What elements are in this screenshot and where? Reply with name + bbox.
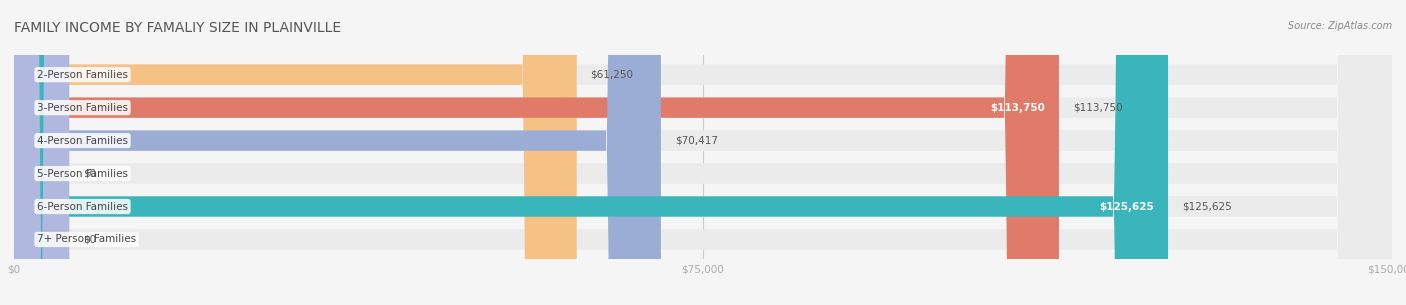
- Text: $113,750: $113,750: [1073, 103, 1122, 113]
- Text: Source: ZipAtlas.com: Source: ZipAtlas.com: [1288, 21, 1392, 31]
- Text: 2-Person Families: 2-Person Families: [37, 70, 128, 80]
- FancyBboxPatch shape: [14, 0, 576, 305]
- Text: 4-Person Families: 4-Person Families: [37, 136, 128, 145]
- Text: $70,417: $70,417: [675, 136, 717, 145]
- Text: $113,750: $113,750: [990, 103, 1045, 113]
- FancyBboxPatch shape: [14, 0, 1392, 305]
- FancyBboxPatch shape: [14, 0, 1392, 305]
- Text: FAMILY INCOME BY FAMALIY SIZE IN PLAINVILLE: FAMILY INCOME BY FAMALIY SIZE IN PLAINVI…: [14, 21, 342, 35]
- FancyBboxPatch shape: [14, 0, 1392, 305]
- FancyBboxPatch shape: [14, 0, 1392, 305]
- FancyBboxPatch shape: [14, 0, 661, 305]
- FancyBboxPatch shape: [14, 0, 1392, 305]
- Text: 5-Person Families: 5-Person Families: [37, 169, 128, 178]
- Text: $125,625: $125,625: [1182, 202, 1232, 211]
- Text: 3-Person Families: 3-Person Families: [37, 103, 128, 113]
- Text: $125,625: $125,625: [1099, 202, 1154, 211]
- Text: 6-Person Families: 6-Person Families: [37, 202, 128, 211]
- Text: $61,250: $61,250: [591, 70, 634, 80]
- FancyBboxPatch shape: [14, 0, 1168, 305]
- FancyBboxPatch shape: [14, 0, 1059, 305]
- FancyBboxPatch shape: [14, 0, 69, 305]
- FancyBboxPatch shape: [14, 0, 1392, 305]
- Text: $0: $0: [83, 235, 96, 245]
- FancyBboxPatch shape: [14, 0, 69, 305]
- Text: 7+ Person Families: 7+ Person Families: [37, 235, 136, 245]
- Text: $0: $0: [83, 169, 96, 178]
